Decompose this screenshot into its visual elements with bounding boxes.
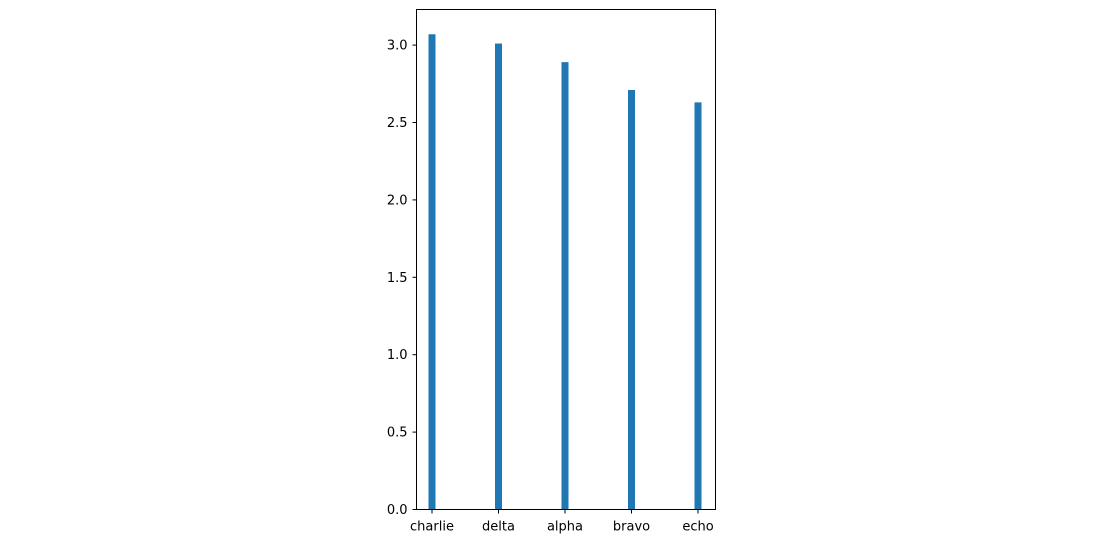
x-tick-label: charlie xyxy=(410,520,454,535)
bar-delta xyxy=(495,43,502,510)
plot-frame xyxy=(416,9,716,510)
x-tick-label: bravo xyxy=(613,520,650,535)
bar-alpha xyxy=(561,62,569,510)
x-tick-label: alpha xyxy=(547,520,583,535)
y-tick-label: 1.0 xyxy=(387,348,408,363)
bar-charlie xyxy=(428,34,436,510)
y-tick-label: 3.0 xyxy=(387,39,408,54)
y-tick-label: 0.0 xyxy=(387,503,408,518)
bars-group xyxy=(428,34,702,510)
y-tick-label: 0.5 xyxy=(387,426,408,441)
y-tick-label: 2.0 xyxy=(387,193,408,208)
y-tick-label: 1.5 xyxy=(387,271,408,286)
y-tick-label: 2.5 xyxy=(387,116,408,131)
x-tick-label: delta xyxy=(482,520,515,535)
y-axis-ticks: 0.0 0.5 1.0 1.5 2.0 2.5 3.0 xyxy=(387,39,417,518)
x-axis-ticks: charlie delta alpha bravo echo xyxy=(410,509,714,535)
bar-bravo xyxy=(628,89,635,510)
bar-echo xyxy=(694,102,702,510)
x-tick-label: echo xyxy=(682,520,713,535)
